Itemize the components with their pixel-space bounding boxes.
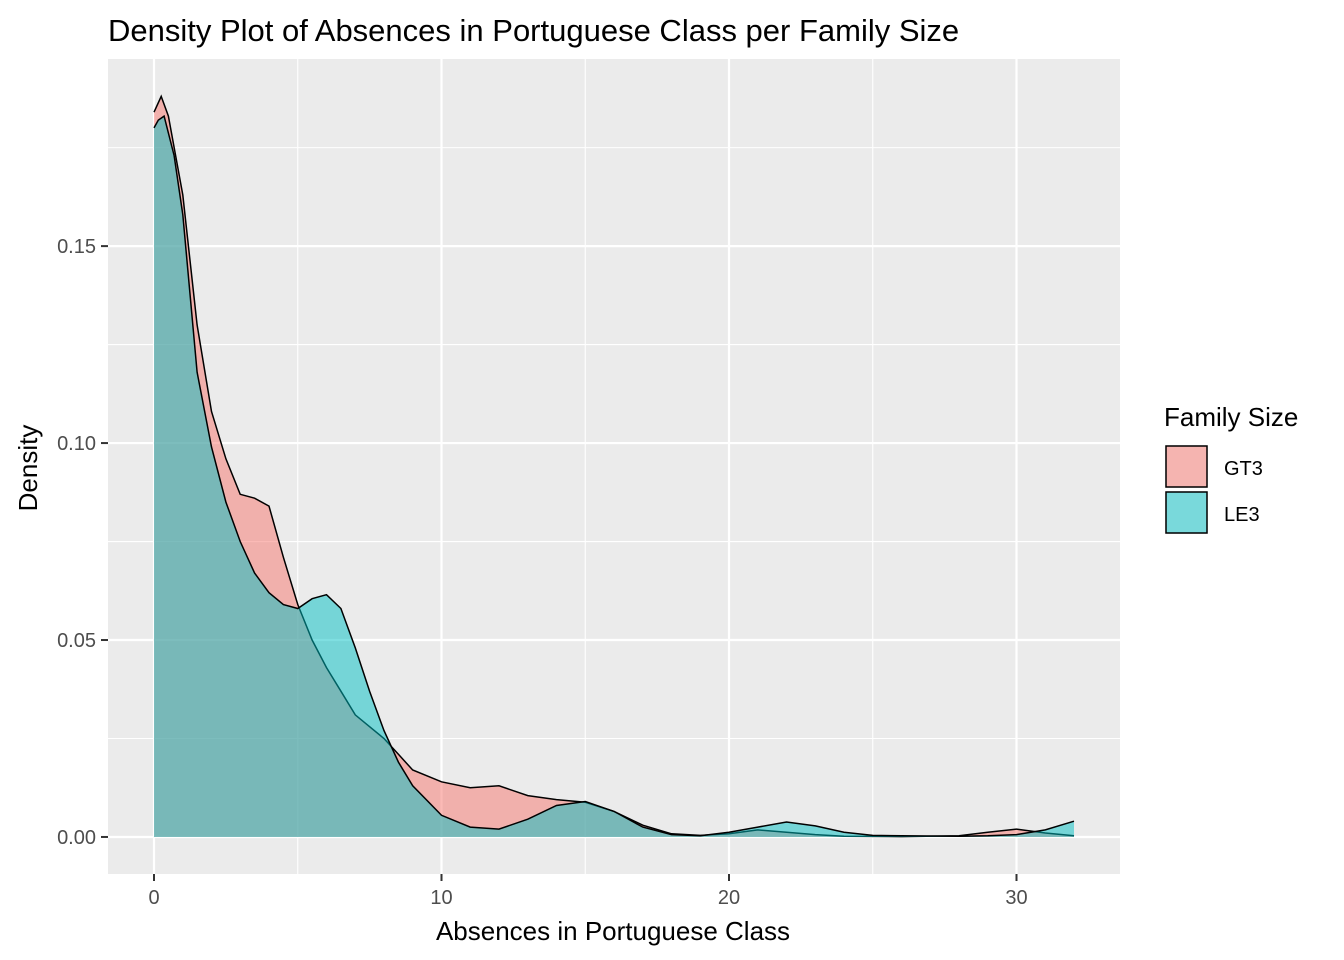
x-tick-label: 10 — [430, 887, 452, 909]
legend-label-gt3: GT3 — [1224, 458, 1263, 480]
chart-title: Density Plot of Absences in Portuguese C… — [108, 13, 959, 48]
x-tick-label: 0 — [148, 887, 159, 909]
x-axis-title: Absences in Portuguese Class — [436, 916, 790, 946]
density-outline-le3 — [153, 114, 1075, 837]
y-axis: 0.00 0.05 0.10 0.15 — [57, 236, 108, 849]
legend-swatch-gt3 — [1165, 445, 1208, 488]
legend-title: Family Size — [1164, 402, 1298, 432]
legend-label-le3: LE3 — [1224, 504, 1260, 526]
x-tick-label: 30 — [1005, 887, 1027, 909]
x-axis: 0 10 20 30 — [148, 874, 1028, 909]
density-area-le3 — [154, 116, 1074, 838]
y-axis-title: Density — [13, 425, 43, 512]
legend: Family Size GT3 LE3 — [1164, 402, 1298, 534]
legend-swatch-le3 — [1165, 491, 1208, 534]
y-tick-label: 0.00 — [57, 827, 96, 849]
density-areas — [153, 94, 1075, 838]
x-tick-label: 20 — [718, 887, 740, 909]
y-tick-label: 0.15 — [57, 236, 96, 258]
y-tick-label: 0.05 — [57, 630, 96, 652]
y-tick-label: 0.10 — [57, 433, 96, 455]
